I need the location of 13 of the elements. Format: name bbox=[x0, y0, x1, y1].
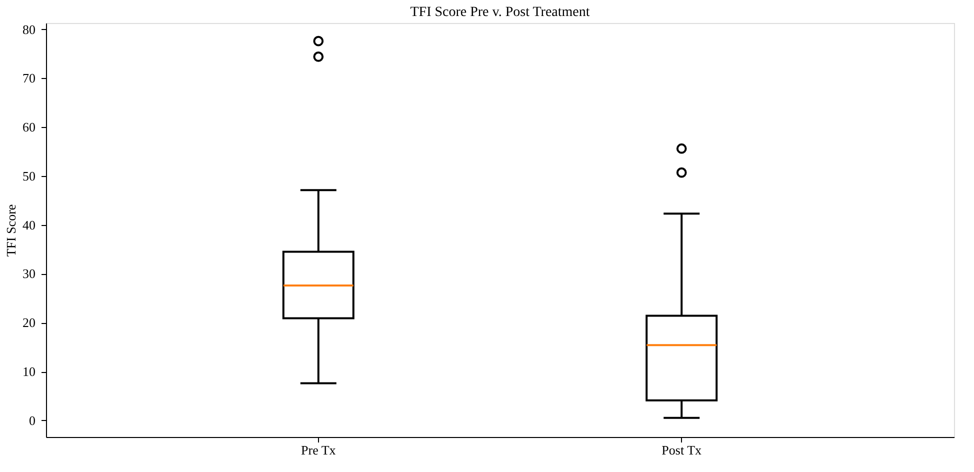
y-tick-label: 30 bbox=[22, 266, 36, 282]
x-tick-label: Post Tx bbox=[662, 442, 702, 458]
x-tick-label: Pre Tx bbox=[301, 442, 336, 458]
y-tick-label: 10 bbox=[22, 364, 36, 380]
chart-title: TFI Score Pre v. Post Treatment bbox=[410, 5, 590, 20]
y-tick-label: 60 bbox=[22, 120, 36, 135]
y-tick-label: 40 bbox=[22, 217, 36, 232]
y-tick-label: 80 bbox=[22, 22, 36, 37]
y-axis-title: TFI Score bbox=[4, 204, 18, 257]
y-tick-label: 0 bbox=[29, 412, 36, 428]
y-tick-label: 20 bbox=[22, 315, 36, 330]
y-tick-label: 70 bbox=[22, 70, 36, 86]
y-tick-label: 50 bbox=[22, 168, 36, 184]
